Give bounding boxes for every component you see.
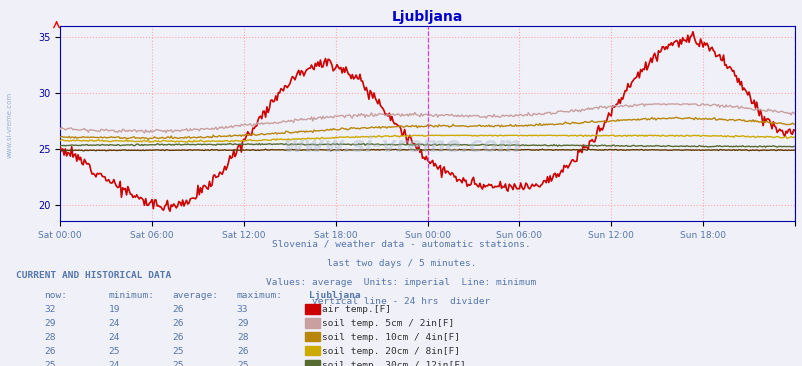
Text: soil temp. 20cm / 8in[F]: soil temp. 20cm / 8in[F] bbox=[322, 347, 460, 356]
Text: 25: 25 bbox=[44, 361, 55, 366]
Text: 26: 26 bbox=[172, 305, 184, 314]
Text: 24: 24 bbox=[108, 333, 119, 342]
Text: last two days / 5 minutes.: last two days / 5 minutes. bbox=[326, 259, 476, 268]
Text: Slovenia / weather data - automatic stations.: Slovenia / weather data - automatic stat… bbox=[272, 240, 530, 249]
Text: soil temp. 30cm / 12in[F]: soil temp. 30cm / 12in[F] bbox=[322, 361, 465, 366]
Text: CURRENT AND HISTORICAL DATA: CURRENT AND HISTORICAL DATA bbox=[16, 271, 171, 280]
Text: 24: 24 bbox=[108, 319, 119, 328]
Text: 24: 24 bbox=[108, 361, 119, 366]
Text: 28: 28 bbox=[237, 333, 248, 342]
Text: 25: 25 bbox=[237, 361, 248, 366]
Text: 19: 19 bbox=[108, 305, 119, 314]
Text: 25: 25 bbox=[108, 347, 119, 356]
Text: 29: 29 bbox=[44, 319, 55, 328]
Text: soil temp. 5cm / 2in[F]: soil temp. 5cm / 2in[F] bbox=[322, 319, 454, 328]
Title: Ljubljana: Ljubljana bbox=[391, 11, 463, 25]
Text: www.si-vreme.com: www.si-vreme.com bbox=[282, 137, 520, 156]
Text: 26: 26 bbox=[172, 319, 184, 328]
Text: maximum:: maximum: bbox=[237, 291, 282, 300]
Text: soil temp. 10cm / 4in[F]: soil temp. 10cm / 4in[F] bbox=[322, 333, 460, 342]
Text: 25: 25 bbox=[172, 361, 184, 366]
Text: 26: 26 bbox=[172, 333, 184, 342]
Text: 26: 26 bbox=[237, 347, 248, 356]
Text: www.si-vreme.com: www.si-vreme.com bbox=[6, 92, 13, 157]
Text: now:: now: bbox=[44, 291, 67, 300]
Text: average:: average: bbox=[172, 291, 218, 300]
Text: Ljubljana: Ljubljana bbox=[309, 291, 360, 300]
Text: minimum:: minimum: bbox=[108, 291, 154, 300]
Text: 33: 33 bbox=[237, 305, 248, 314]
Text: 32: 32 bbox=[44, 305, 55, 314]
Text: vertical line - 24 hrs  divider: vertical line - 24 hrs divider bbox=[312, 297, 490, 306]
Text: air temp.[F]: air temp.[F] bbox=[322, 305, 391, 314]
Text: 25: 25 bbox=[172, 347, 184, 356]
Text: 29: 29 bbox=[237, 319, 248, 328]
Text: 26: 26 bbox=[44, 347, 55, 356]
Text: 28: 28 bbox=[44, 333, 55, 342]
Text: Values: average  Units: imperial  Line: minimum: Values: average Units: imperial Line: mi… bbox=[266, 278, 536, 287]
